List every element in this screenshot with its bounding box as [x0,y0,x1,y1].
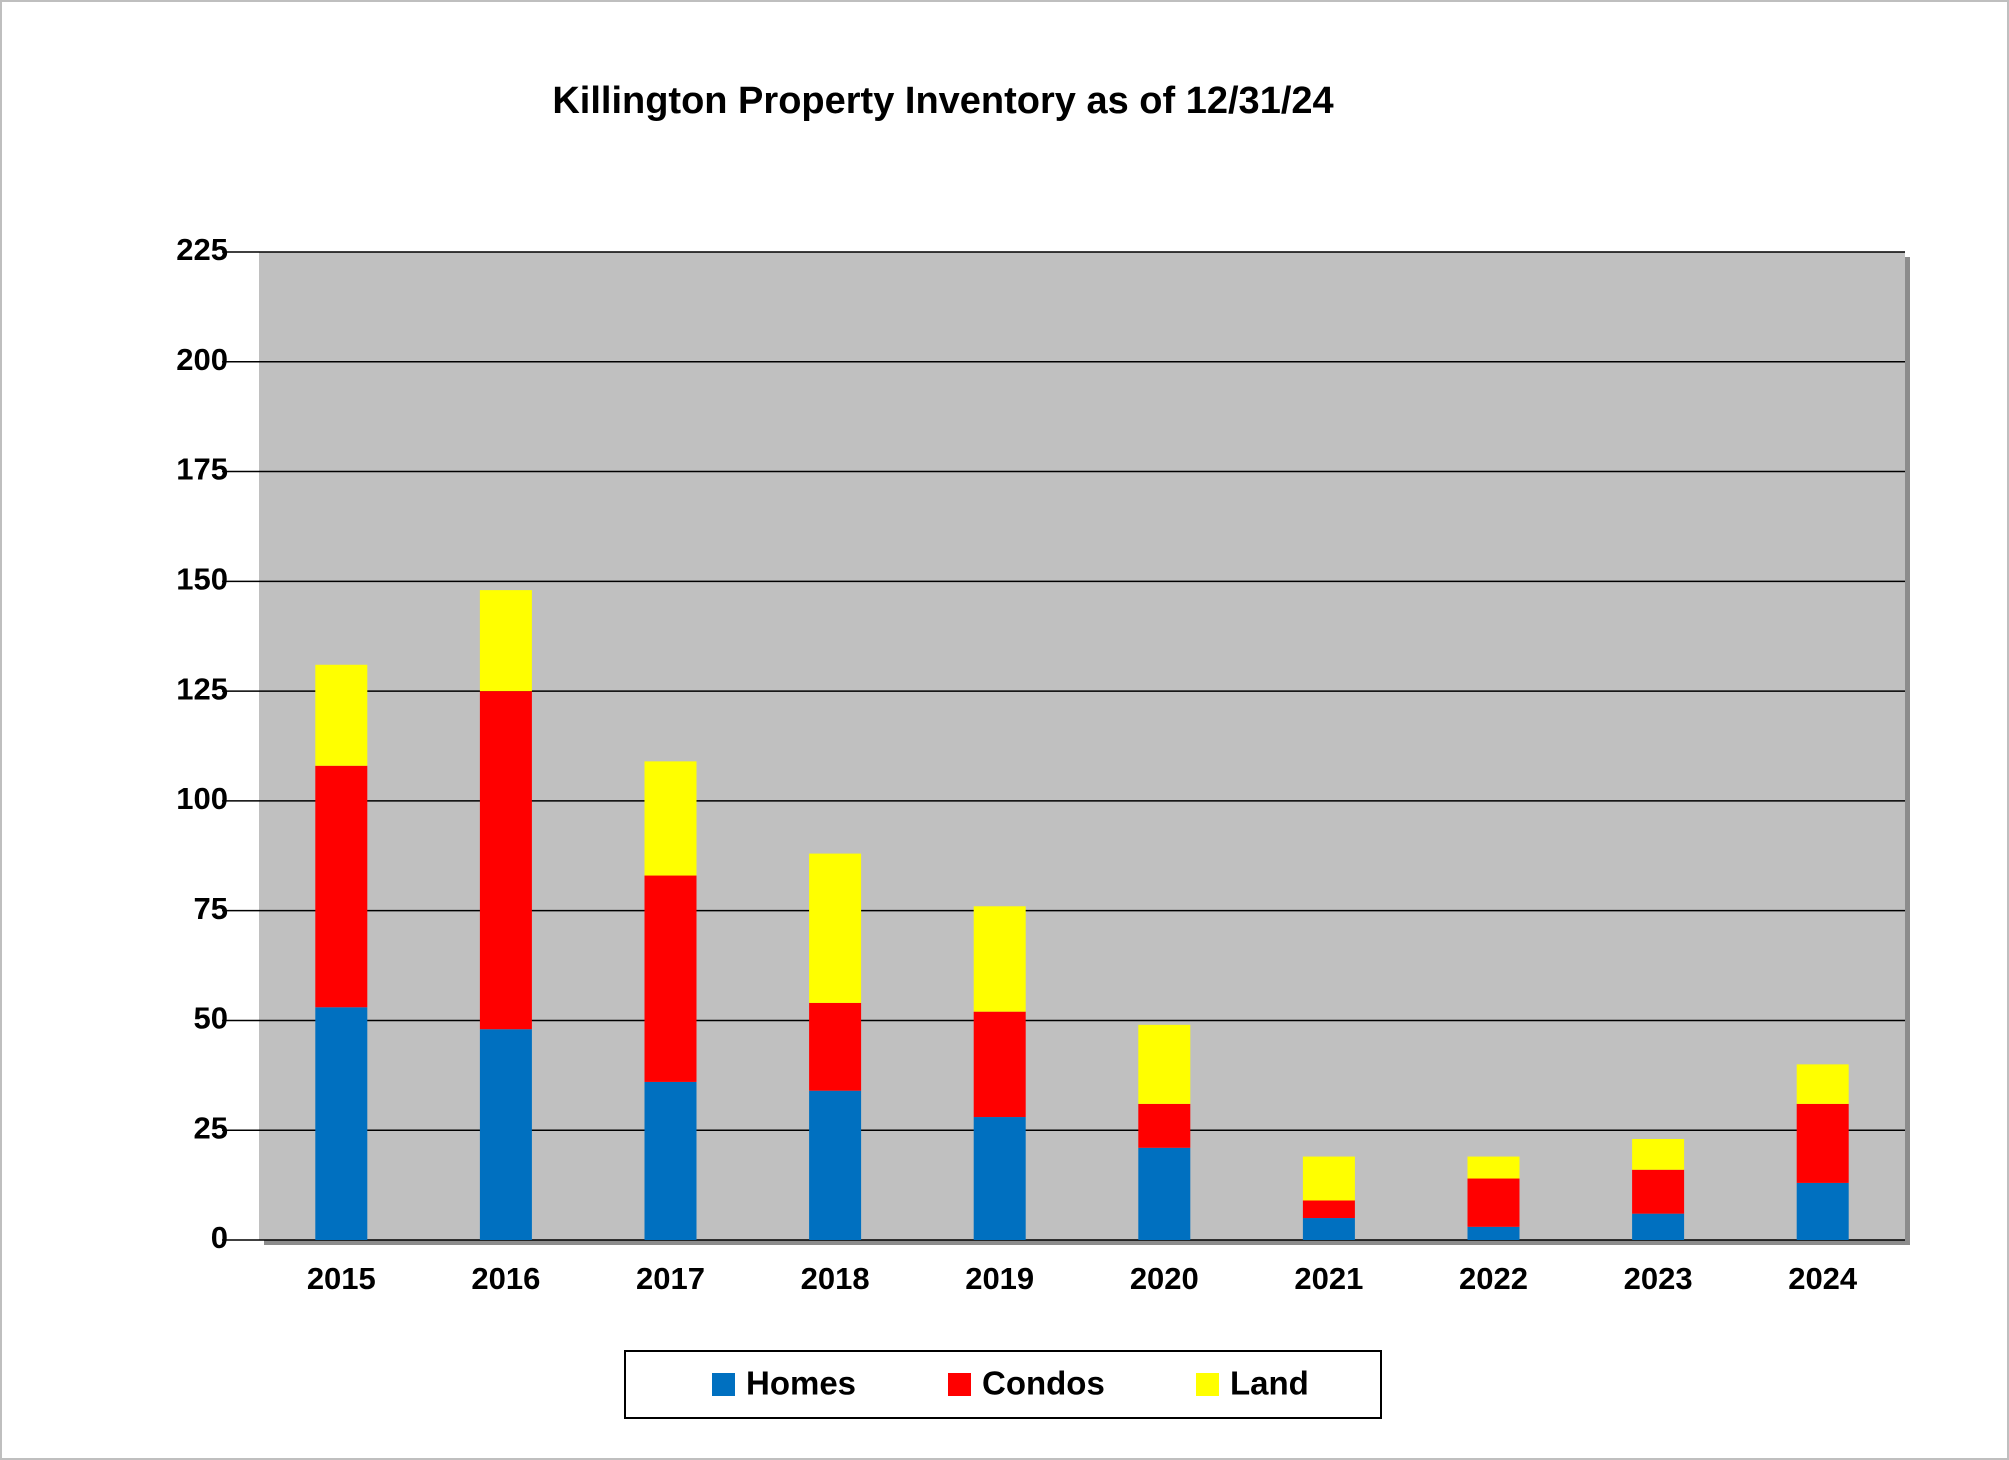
x-tick-label: 2022 [1459,1261,1528,1296]
legend-swatch [948,1373,971,1396]
bar-segment [644,875,697,1082]
legend-box [624,1350,1382,1419]
y-tick-label: 75 [194,891,228,926]
x-tick-label: 2015 [307,1261,376,1296]
x-tick-label: 2023 [1624,1261,1693,1296]
y-tick-label: 175 [176,452,228,487]
y-tick-label: 150 [176,562,228,597]
x-tick-label: 2021 [1294,1261,1363,1296]
bar-segment [644,761,697,876]
bar-segment [1138,1147,1191,1240]
y-tick-label: 125 [176,671,228,706]
bar-segment [809,1090,862,1240]
bar-segment [1796,1103,1849,1183]
x-tick-label: 2016 [471,1261,540,1296]
bar-segment [973,906,1026,1012]
bar-segment [1302,1200,1355,1219]
bar-segment [1632,1169,1685,1214]
bar-segment [479,691,532,1030]
legend-label: Land [1230,1365,1309,1402]
bar-segment [973,1117,1026,1240]
bar-segment [1138,1103,1191,1148]
y-tick-label: 25 [194,1110,228,1145]
bar-segment [315,1007,368,1240]
bar-segment [1632,1213,1685,1240]
legend-swatch [712,1373,735,1396]
bar-segment [479,1029,532,1240]
bar-segment [973,1011,1026,1118]
bar-segment [1302,1156,1355,1201]
bar-segment [1467,1178,1520,1227]
legend-label: Condos [982,1365,1105,1402]
x-tick-label: 2024 [1788,1261,1858,1296]
x-tick-label: 2017 [636,1261,705,1296]
bar-segment [1467,1156,1520,1179]
y-tick-label: 100 [176,781,228,816]
bar-segment [1796,1182,1849,1240]
bar-segment [1302,1218,1355,1240]
plot-background [259,252,1905,1240]
bar-segment [1138,1024,1191,1104]
x-tick-label: 2018 [801,1261,870,1296]
y-tick-label: 200 [176,342,228,377]
bar-segment [644,1081,697,1240]
legend-swatch [1196,1373,1219,1396]
bar-segment [315,664,368,766]
bar-segment [1632,1139,1685,1170]
bar-segment [315,765,368,1008]
bar-segment [1467,1226,1520,1240]
y-tick-label: 0 [211,1220,228,1255]
y-tick-label: 225 [176,232,228,267]
x-tick-label: 2020 [1130,1261,1199,1296]
bar-segment [479,590,532,692]
legend-label: Homes [746,1365,856,1402]
y-tick-label: 50 [194,1001,228,1036]
bar-segment [809,853,862,1003]
bar-segment [1796,1064,1849,1104]
bar-segment [809,1002,862,1091]
x-tick-label: 2019 [965,1261,1034,1296]
chart-title: Killington Property Inventory as of 12/3… [552,80,1333,122]
